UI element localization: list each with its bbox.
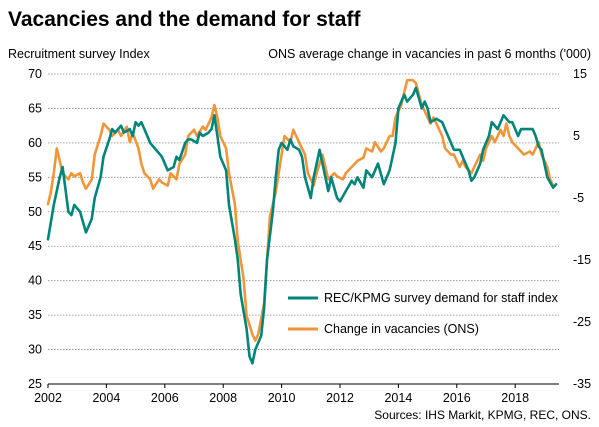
left-tick-label: 35 <box>28 308 42 322</box>
right-tick-label: 5 <box>573 129 580 143</box>
x-tick-label: 2008 <box>209 391 237 405</box>
series-lines <box>46 78 558 365</box>
left-tick-label: 65 <box>28 101 42 115</box>
x-tick-label: 2010 <box>268 391 296 405</box>
left-tick-label: 45 <box>28 239 42 253</box>
left-tick-label: 55 <box>28 170 42 184</box>
left-tick-label: 50 <box>28 205 42 219</box>
left-tick-label: 60 <box>28 136 42 150</box>
gridlines <box>48 73 559 385</box>
x-axis-ticks: 2002 2004 2006 2008 2010 2012 2014 2016 2018 <box>34 384 529 405</box>
legend: REC/KPMG survey demand for staff index C… <box>288 291 559 336</box>
right-axis-ticks: 15 5 -5 -15 -25 -35 <box>573 67 591 391</box>
legend-label-ons: Change in vacancies (ONS) <box>324 322 479 336</box>
right-axis-title: ONS average change in vacancies in past … <box>268 47 591 61</box>
x-tick-label: 2012 <box>326 391 354 405</box>
x-tick-label: 2006 <box>151 391 179 405</box>
right-tick-label: 15 <box>573 67 587 81</box>
x-tick-label: 2014 <box>384 391 412 405</box>
left-tick-label: 40 <box>28 274 42 288</box>
left-axis-title: Recruitment survey Index <box>8 47 150 61</box>
chart-title: Vacancies and the demand for staff <box>8 8 361 31</box>
source-note: Sources: IHS Markit, KPMG, REC, ONS. <box>374 408 591 422</box>
series-line-ons-vacancies <box>46 78 555 342</box>
series-line-rec-demand <box>46 86 558 365</box>
right-tick-label: -15 <box>573 253 591 267</box>
left-tick-label: 30 <box>28 343 42 357</box>
x-tick-label: 2018 <box>501 391 529 405</box>
x-tick-label: 2016 <box>443 391 471 405</box>
left-axis-ticks: 70 65 60 55 50 45 40 35 30 25 <box>28 67 42 391</box>
left-tick-label: 25 <box>28 377 42 391</box>
right-tick-label: -25 <box>573 315 591 329</box>
legend-label-rec: REC/KPMG survey demand for staff index <box>324 291 559 305</box>
right-tick-label: -35 <box>573 377 591 391</box>
x-tick-label: 2002 <box>34 391 62 405</box>
right-tick-label: -5 <box>573 191 584 205</box>
left-tick-label: 70 <box>28 67 42 81</box>
x-tick-label: 2004 <box>92 391 120 405</box>
